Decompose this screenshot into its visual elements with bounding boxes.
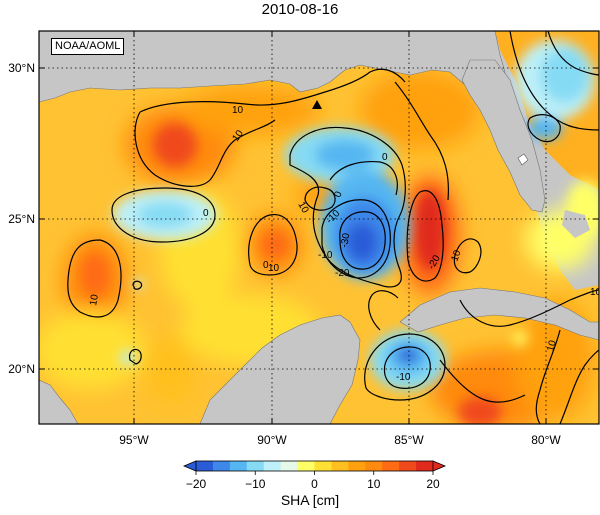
- contour-label: 10: [88, 293, 101, 306]
- bahamas: [562, 210, 590, 238]
- colorbar-tick-label: −10: [245, 477, 266, 491]
- lon-label: 95°W: [119, 433, 149, 447]
- colorbar-tick-label: 0: [311, 477, 318, 491]
- lat-label: 25°N: [8, 212, 35, 226]
- axis-ticks: [39, 31, 599, 424]
- colorbar: −20 −10 0 10 20: [182, 460, 447, 491]
- contour-label: 0: [382, 152, 388, 163]
- colorbar-swatch: [297, 461, 315, 471]
- lat-label: 30°N: [8, 61, 35, 75]
- contour-label: 10: [232, 105, 244, 116]
- colorbar-swatch: [399, 461, 417, 471]
- lon-label: 80°W: [531, 433, 561, 447]
- source-badge: NOAA/AOML: [51, 38, 125, 55]
- contour-label-group: 10 10 10 0 0 10 0 -10 -30 -20 -20 -10 0 …: [88, 105, 600, 383]
- colorbar-swatch: [196, 461, 214, 471]
- colorbar-swatch: [280, 461, 299, 471]
- colorbar-swatch: [382, 461, 400, 471]
- contour-label: -10: [396, 372, 411, 383]
- figure-title: 2010-08-16: [261, 1, 339, 18]
- contour-label: 0: [263, 260, 269, 271]
- colorbar-swatch: [365, 461, 383, 471]
- contour-label: 10: [449, 248, 463, 263]
- colorbar-swatch: [416, 461, 434, 471]
- lon-label: 90°W: [257, 433, 287, 447]
- colorbar-max-arrow: [432, 460, 447, 472]
- colorbar-tick-label: −20: [186, 477, 207, 491]
- colorbar-title: SHA [cm]: [280, 492, 340, 508]
- lat-label: 20°N: [8, 362, 35, 376]
- colorbar-tick-label: 20: [426, 477, 440, 491]
- colorbar-swatch: [314, 461, 332, 471]
- station-marker-triangle: [312, 100, 322, 109]
- lon-label: 85°W: [394, 433, 424, 447]
- colorbar-min-arrow: [182, 460, 197, 472]
- colorbar-swatch: [263, 461, 282, 471]
- colorbar-swatch: [212, 461, 231, 471]
- contour-label: 0: [332, 190, 344, 199]
- contour-label: 0: [203, 208, 209, 219]
- colorbar-swatch: [331, 461, 349, 471]
- graticule: [39, 31, 599, 424]
- colorbar-swatch: [348, 461, 366, 471]
- mexico-east-coast: [39, 379, 79, 424]
- lake-okeechobee: [517, 153, 529, 166]
- colorbar-tick-label: 10: [367, 477, 381, 491]
- colorbar-swatch: [229, 461, 248, 471]
- contour-label: 10: [590, 287, 600, 298]
- contour-label: 10: [268, 263, 280, 274]
- yucatan-peninsula: [199, 314, 361, 424]
- map-frame: [38, 30, 600, 425]
- florida-peninsula: [461, 59, 546, 213]
- contour-label: -20: [335, 268, 350, 279]
- contour-label: -10: [318, 250, 333, 261]
- contour-lines: [67, 31, 599, 424]
- contour-label: 10: [545, 339, 559, 353]
- colorbar-swatch: [246, 461, 265, 471]
- contour-label: -30: [339, 232, 352, 249]
- contour-label: 10: [295, 200, 310, 216]
- cuba: [399, 287, 599, 341]
